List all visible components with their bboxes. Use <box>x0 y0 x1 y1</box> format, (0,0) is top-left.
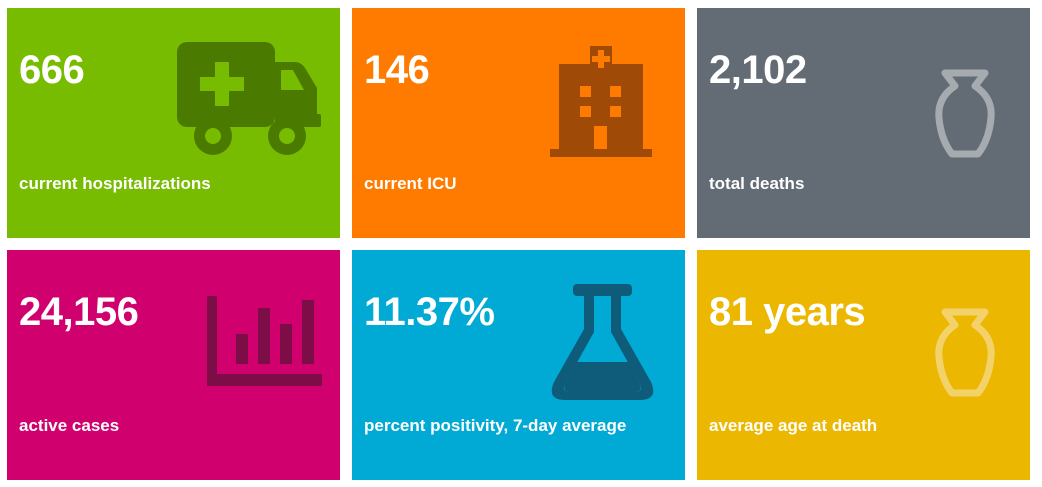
flask-icon <box>551 284 654 400</box>
urn-icon <box>933 307 997 397</box>
stat-label: active cases <box>19 416 120 435</box>
stat-label: average age at death <box>709 416 878 435</box>
stat-value: 81 years <box>709 290 866 334</box>
hospital-icon <box>550 44 652 158</box>
stat-label: total deaths <box>709 174 805 193</box>
stat-tile-hospitalizations: 666 current hospitalizations <box>7 8 340 238</box>
stat-tile-age-at-death: 81 years average age at death <box>697 250 1030 480</box>
stat-value: 24,156 <box>19 290 139 334</box>
stat-tile-active-cases: 24,156 active cases <box>7 250 340 480</box>
stat-label: percent positivity, 7-day average <box>364 416 627 435</box>
stat-value: 146 <box>364 48 430 92</box>
stat-label: current hospitalizations <box>19 174 211 193</box>
stat-value: 2,102 <box>709 48 807 92</box>
stat-tile-deaths: 2,102 total deaths <box>697 8 1030 238</box>
stat-tile-positivity: 11.37% percent positivity, 7-day average <box>352 250 685 480</box>
stat-label: current ICU <box>364 174 457 193</box>
bar-chart-icon <box>207 296 322 386</box>
stat-tile-icu: 146 current ICU <box>352 8 685 238</box>
ambulance-icon <box>177 42 322 157</box>
stat-value: 11.37% <box>364 290 495 334</box>
stat-value: 666 <box>19 48 85 92</box>
urn-icon <box>933 68 997 158</box>
